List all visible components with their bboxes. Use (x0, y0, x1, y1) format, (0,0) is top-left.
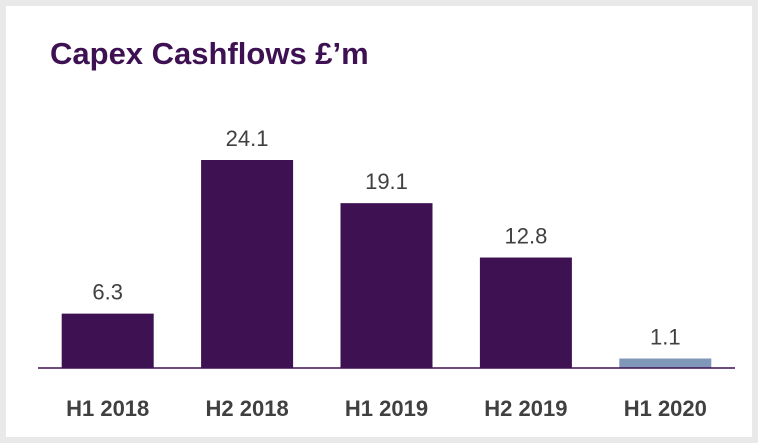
bar (340, 203, 433, 368)
x-tick-label: H1 2020 (624, 396, 707, 421)
data-label: 12.8 (504, 223, 547, 248)
x-tick-label: H2 2019 (484, 396, 567, 421)
x-tick-label: H1 2018 (66, 396, 149, 421)
x-tick-label: H2 2018 (206, 396, 289, 421)
x-tick-label: H1 2019 (345, 396, 428, 421)
bar (619, 358, 712, 368)
bar (61, 313, 154, 368)
bar (201, 160, 294, 368)
bar (479, 257, 572, 368)
data-label: 24.1 (226, 126, 269, 151)
data-label: 19.1 (365, 169, 408, 194)
data-label: 1.1 (650, 324, 681, 349)
data-label: 6.3 (92, 279, 123, 304)
chart-title: Capex Cashflows £’m (50, 36, 369, 71)
